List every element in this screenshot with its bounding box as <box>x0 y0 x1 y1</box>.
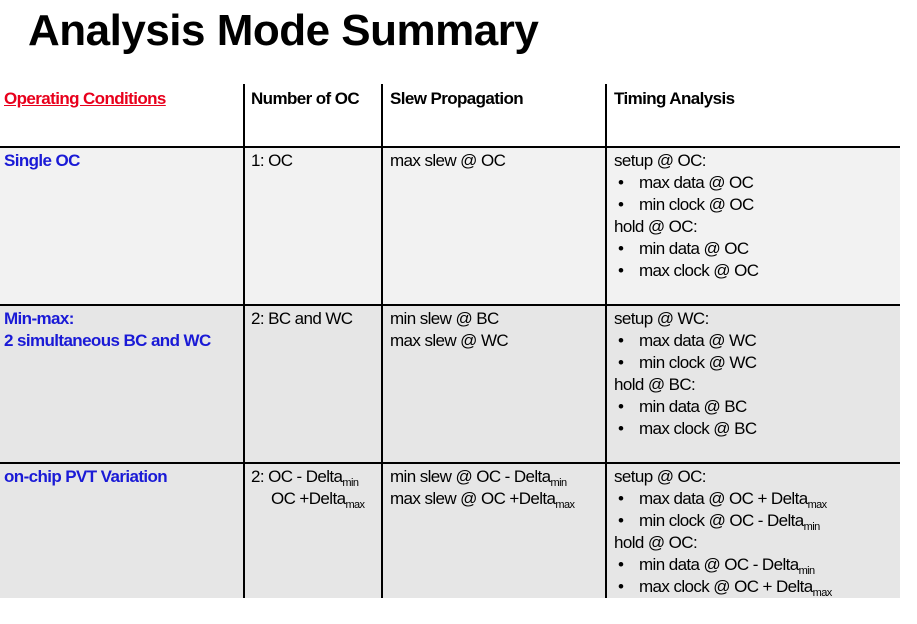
timing-analysis-cell: setup @ OC: max data @ OC min clock @ OC… <box>614 150 759 282</box>
timing-analysis-cell: setup @ WC: max data @ WC min clock @ WC… <box>614 308 757 440</box>
list-item: max data @ WC <box>614 330 757 352</box>
slew-propagation-cell: max slew @ OC <box>390 151 506 170</box>
list-item: min clock @ OC - Deltamin <box>614 510 832 533</box>
header-timing-analysis: Timing Analysis <box>614 89 735 108</box>
table-header-row <box>0 84 900 146</box>
list-item: min data @ BC <box>614 396 757 418</box>
hold-label: hold @ OC: <box>614 217 698 236</box>
number-of-oc-cell: 1: OC <box>251 151 293 170</box>
setup-label: setup @ OC: <box>614 151 707 170</box>
page-title: Analysis Mode Summary <box>28 6 539 55</box>
header-operating-conditions: Operating Conditions <box>4 89 166 108</box>
hold-label: hold @ OC: <box>614 533 698 552</box>
header-number-of-oc: Number of OC <box>251 89 360 108</box>
list-item: max clock @ BC <box>614 418 757 440</box>
slew-propagation-cell: min slew @ OC - Deltamin max slew @ OC +… <box>390 467 575 511</box>
list-item: max data @ OC + Deltamax <box>614 488 832 511</box>
list-item: min data @ OC <box>614 238 758 260</box>
list-item: min clock @ WC <box>614 352 757 374</box>
number-of-oc-cell: 2: BC and WC <box>251 309 353 328</box>
list-item: min data @ OC - Deltamin <box>614 554 832 577</box>
header-slew-propagation: Slew Propagation <box>390 89 524 108</box>
timing-analysis-cell: setup @ OC: max data @ OC + Deltamax min… <box>614 466 832 599</box>
list-item: max clock @ OC <box>614 260 759 282</box>
setup-label: setup @ WC: <box>614 309 709 328</box>
row-divider <box>0 146 900 148</box>
row-label-single-oc: Single OC <box>4 151 80 170</box>
row-label-on-chip-pvt-variation: on-chip PVT Variation <box>4 467 168 486</box>
column-divider <box>381 84 383 598</box>
list-item: max data @ OC <box>614 172 758 194</box>
column-divider <box>605 84 607 598</box>
list-item: max clock @ OC + Deltamax <box>614 576 832 599</box>
setup-label: setup @ OC: <box>614 467 707 486</box>
row-divider <box>0 462 900 464</box>
number-of-oc-cell: 2: OC - Deltamin OC +Deltamax <box>251 467 365 511</box>
row-label-min-max: Min-max: 2 simultaneous BC and WC <box>4 309 211 350</box>
list-item: min clock @ OC <box>614 194 758 216</box>
column-divider <box>243 84 245 598</box>
slew-propagation-cell: min slew @ BC max slew @ WC <box>390 309 509 350</box>
row-divider <box>0 304 900 306</box>
hold-label: hold @ BC: <box>614 375 696 394</box>
